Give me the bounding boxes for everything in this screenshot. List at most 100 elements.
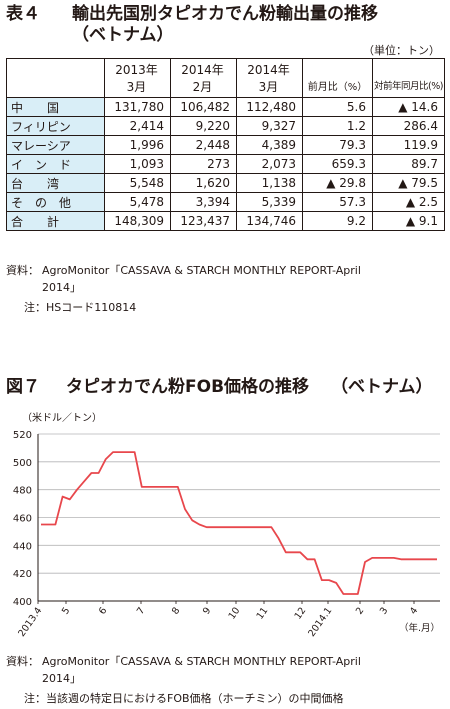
x-tick-label: 11: [255, 605, 271, 621]
price-series-line: [41, 451, 437, 595]
table-row: イ ン ド 1,093 273 2,073 659.3 89.7: [6, 154, 445, 174]
row-value-c2: 273: [170, 154, 237, 174]
table-row: 合 計 148,309 123,437 134,746 9.2 ▲ 9.1: [6, 211, 445, 231]
x-tick-label: 2: [354, 605, 366, 616]
row-value-c2: 1,620: [170, 173, 237, 193]
x-axis-label: （年.月）: [399, 622, 440, 634]
chart-source-line1: AgroMonitor「CASSAVA & STARCH MONTHLY REP…: [42, 655, 361, 668]
header-col2-year: 2014年: [170, 58, 237, 78]
header-mom: 前月比（%）: [302, 78, 373, 98]
row-value-c4: 659.3: [302, 154, 373, 174]
row-value-c5: ▲ 79.5: [372, 173, 445, 193]
chart-note: 注：当該週の特定日におけるFOB価格（ホーチミン）の中間価格: [24, 690, 344, 707]
y-tick-label: 520: [13, 430, 32, 441]
row-country: そ の 他: [6, 192, 105, 212]
export-volume-table: 2013年 2014年 2014年 3月 2月 3月 前月比（%） 対前年同月比…: [6, 58, 445, 231]
y-tick-label: 440: [13, 541, 32, 552]
row-value-c4: 1.2: [302, 116, 373, 136]
header-yoy: 対前年同月比(%): [372, 78, 445, 98]
row-value-c1: 5,548: [104, 173, 171, 193]
y-tick-label: 460: [13, 514, 32, 525]
row-country: イ ン ド: [6, 154, 105, 174]
table-row: フィリピン 2,414 9,220 9,327 1.2 286.4: [6, 116, 445, 136]
x-tick-label: 5: [60, 605, 72, 616]
y-tick-label: 480: [13, 486, 32, 497]
x-tick-label: 10: [227, 605, 243, 621]
row-value-c3: 1,138: [236, 173, 303, 193]
table-row: マレーシア 1,996 2,448 4,389 79.3 119.9: [6, 135, 445, 155]
row-value-c3: 134,746: [236, 211, 303, 231]
fob-price-line-chart: 400 420 440 460 480 500 520 2013.4 5 6 7 8 9 10 11 1220…: [13, 430, 440, 639]
row-value-c1: 1,093: [104, 154, 171, 174]
table-row: そ の 他 5,478 3,394 5,339 57.3 ▲ 2.5: [6, 192, 445, 212]
row-value-c1: 5,478: [104, 192, 171, 212]
table-row: 台 湾 5,548 1,620 1,138 ▲ 29.8 ▲ 79.5: [6, 173, 445, 193]
x-tick-label: 3: [378, 605, 390, 616]
note-text: HSコード110814: [46, 301, 137, 314]
header-col4-blank: [302, 58, 373, 78]
chart-title-text: タピオカでん粉FOB価格の推移: [66, 377, 310, 397]
chart-note-label: 注：: [24, 692, 46, 705]
row-value-c2: 123,437: [170, 211, 237, 231]
chart-source: 資料： AgroMonitor「CASSAVA & STARCH MONTHLY …: [6, 653, 446, 687]
row-value-c2: 9,220: [170, 116, 237, 136]
row-value-c3: 112,480: [236, 97, 303, 117]
row-value-c3: 5,339: [236, 192, 303, 212]
row-value-c3: 9,327: [236, 116, 303, 136]
table-note: 注：HSコード110814: [24, 299, 136, 316]
x-tick-label: 2013.4: [16, 605, 44, 639]
chart-title: 図７ タピオカでん粉FOB価格の推移 （ベトナム）: [6, 372, 433, 397]
row-value-c4: ▲ 29.8: [302, 173, 373, 193]
x-tick-label: 7: [135, 605, 147, 616]
row-value-c4: 79.3: [302, 135, 373, 155]
header-col5-blank: [372, 58, 445, 78]
row-value-c2: 3,394: [170, 192, 237, 212]
y-tick-label: 400: [13, 597, 32, 608]
row-value-c4: 5.6: [302, 97, 373, 117]
row-country: フィリピン: [6, 116, 105, 136]
row-value-c4: 9.2: [302, 211, 373, 231]
row-value-c5: ▲ 2.5: [372, 192, 445, 212]
table-title-line2: （ベトナム）: [72, 25, 174, 45]
header-col3-year: 2014年: [236, 58, 303, 78]
row-value-c1: 2,414: [104, 116, 171, 136]
chart-source-line2: 2014」: [42, 672, 81, 685]
row-country: 中 国: [6, 97, 105, 117]
note-label: 注：: [24, 301, 46, 314]
header-col1-month: 3月: [104, 78, 171, 98]
row-value-c5: 286.4: [372, 116, 445, 136]
table-number: 表４: [6, 4, 40, 24]
y-tick-label: 500: [13, 458, 32, 469]
row-country: 合 計: [6, 211, 105, 231]
row-value-c4: 57.3: [302, 192, 373, 212]
x-tick-label: 9: [201, 605, 213, 616]
source-label: 資料：: [6, 264, 39, 277]
source-text-line2: 2014」: [42, 281, 81, 294]
y-axis-unit: （米ドル／トン）: [22, 413, 102, 424]
chart-title-suffix: （ベトナム）: [331, 377, 433, 397]
x-tick-label: 8: [170, 605, 182, 616]
chart-number: 図７: [6, 377, 40, 397]
x-tick-label: 4: [408, 605, 420, 616]
header-blank: [6, 58, 105, 98]
chart-note-text: 当該週の特定日におけるFOB価格（ホーチミン）の中間価格: [46, 692, 344, 705]
row-country: 台 湾: [6, 173, 105, 193]
table-row: 中 国 131,780 106,482 112,480 5.6 ▲ 14.6: [6, 97, 445, 117]
header-col1-year: 2013年: [104, 58, 171, 78]
x-tick-label: 12: [293, 605, 309, 621]
header-col3-month: 3月: [236, 78, 303, 98]
source-text-line1: AgroMonitor「CASSAVA & STARCH MONTHLY REP…: [42, 264, 361, 277]
row-value-c2: 2,448: [170, 135, 237, 155]
x-tick-label: 6: [97, 605, 109, 616]
row-value-c5: ▲ 14.6: [372, 97, 445, 117]
table-source: 資料： AgroMonitor「CASSAVA & STARCH MONTHLY …: [6, 262, 446, 296]
table-unit: （単位：トン）: [363, 44, 440, 57]
row-value-c3: 4,389: [236, 135, 303, 155]
x-tick-label: 2014.1: [306, 605, 334, 639]
row-value-c5: 89.7: [372, 154, 445, 174]
header-col2-month: 2月: [170, 78, 237, 98]
row-value-c3: 2,073: [236, 154, 303, 174]
row-country: マレーシア: [6, 135, 105, 155]
row-value-c1: 148,309: [104, 211, 171, 231]
table-title-line1: 輸出先国別タピオカでん粉輸出量の推移: [72, 4, 378, 24]
